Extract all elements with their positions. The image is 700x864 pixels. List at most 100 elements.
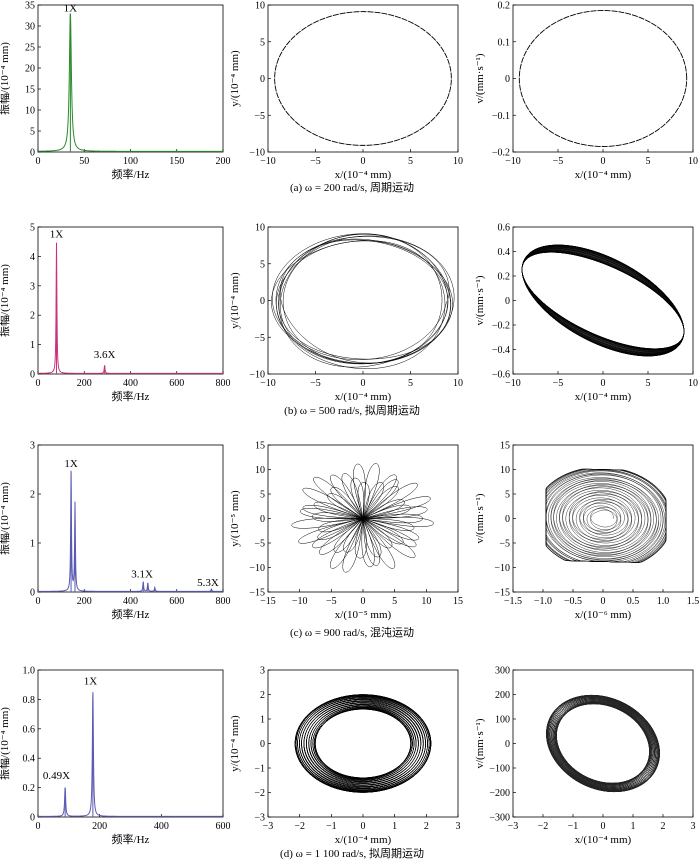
x-tick-label: −5 xyxy=(553,156,564,167)
x-tick-label: −5 xyxy=(310,378,321,389)
y-tick-label: 5 xyxy=(30,223,35,234)
y-tick-label: 300 xyxy=(495,666,510,677)
x-tick-label: −10 xyxy=(292,596,308,607)
y-tick-label: 0.1 xyxy=(498,37,511,48)
x-tick-label: 600 xyxy=(216,821,231,832)
y-axis-label: 振幅/(10⁻⁴ mm) xyxy=(0,482,11,555)
y-axis-label: 振幅/(10⁻⁴ mm) xyxy=(0,707,11,780)
x-tick-label: 1 xyxy=(631,821,636,832)
orbit-petal xyxy=(313,501,364,519)
x-tick-label: 10 xyxy=(688,378,698,389)
orbit-petal xyxy=(362,518,382,558)
x-tick-label: 0 xyxy=(361,596,366,607)
x-tick-label: 0 xyxy=(361,821,366,832)
y-tick-label: −2 xyxy=(254,788,265,799)
orbit-petal xyxy=(341,473,364,519)
x-tick-label: 5 xyxy=(646,378,651,389)
y-tick-label: 0.6 xyxy=(23,724,36,735)
y-axis-label: y/(10⁻⁴ mm) xyxy=(229,50,241,107)
plot-area xyxy=(294,694,432,793)
x-tick-label: 1.0 xyxy=(657,596,670,607)
orbit-petal xyxy=(329,518,364,569)
y-tick-label: −10 xyxy=(249,370,265,381)
orbit-petal xyxy=(302,487,364,519)
figure-caption: (b) ω = 500 rad/s, 拟周期运动 xyxy=(284,403,420,417)
y-tick-label: 1 xyxy=(30,539,35,550)
orbit-petal xyxy=(362,482,385,519)
x-tick-label: 200 xyxy=(92,821,107,832)
x-tick-label: 0 xyxy=(36,378,41,389)
phase-trajectory xyxy=(521,244,685,357)
y-tick-label: 5 xyxy=(505,490,510,501)
x-tick-label: 0 xyxy=(601,821,606,832)
orbit-petal xyxy=(343,518,364,553)
y-tick-label: 0 xyxy=(30,588,35,599)
y-tick-label: 100 xyxy=(495,715,510,726)
orbit-petal xyxy=(354,518,367,559)
y-axis-label: v/(mm·s⁻¹) xyxy=(474,275,486,325)
y-tick-label: −5 xyxy=(254,111,265,122)
x-tick-label: 0 xyxy=(361,156,366,167)
spectrum-line xyxy=(38,470,223,592)
subplot-a-orbit: −10 −5 0 5 10 −10 −5 0 5 10 x/(10⁻⁴ mm) y/(10⁻⁴ mm) xyxy=(229,1,463,182)
y-tick-label: 3 xyxy=(30,281,35,292)
peak-annotation: 1X xyxy=(64,458,78,470)
x-tick-label: 0 xyxy=(601,156,606,167)
orbit-petal xyxy=(300,508,364,520)
axes-frame xyxy=(37,4,224,153)
y-tick-label: −15 xyxy=(494,588,510,599)
plot-area xyxy=(271,233,455,369)
figure-caption: (a) ω = 200 rad/s, 周期运动 xyxy=(290,181,414,194)
x-tick-label: −5 xyxy=(553,378,564,389)
y-tick-label: 1.0 xyxy=(23,666,36,677)
spectrum-line xyxy=(38,242,223,374)
x-tick-label: −10 xyxy=(260,378,276,389)
y-tick-label: 0.2 xyxy=(498,272,511,283)
y-tick-label: 0 xyxy=(260,74,265,85)
orbit-petal xyxy=(362,518,420,541)
orbit-petal xyxy=(362,518,380,566)
x-tick-label: 1.5 xyxy=(687,596,700,607)
x-tick-label: 800 xyxy=(216,378,231,389)
orbit-petal xyxy=(327,493,364,519)
y-tick-label: −10 xyxy=(249,148,265,159)
plot-area xyxy=(291,463,434,573)
orbit-petal xyxy=(362,518,416,558)
y-tick-label: 25 xyxy=(25,43,35,54)
x-tick-label: −10 xyxy=(505,156,521,167)
y-tick-label: 5 xyxy=(30,127,35,138)
spectrum-line xyxy=(38,693,223,817)
y-tick-label: 0.8 xyxy=(23,695,36,706)
orbit-trajectory xyxy=(274,11,452,146)
y-tick-label: 0 xyxy=(30,148,35,159)
x-tick-label: −2 xyxy=(294,821,305,832)
x-axis-label: x/(10⁻⁴ mm) xyxy=(575,169,632,181)
plot-area xyxy=(546,694,660,793)
y-tick-label: 0 xyxy=(505,739,510,750)
y-tick-label: 0.4 xyxy=(23,754,36,765)
y-tick-label: 0.2 xyxy=(498,1,511,12)
y-axis-label: 振幅/(10⁻⁴ mm) xyxy=(0,42,11,115)
x-axis-label: x/(10⁻⁴ mm) xyxy=(335,391,392,403)
plot-area xyxy=(518,10,688,147)
x-tick-label: −1 xyxy=(326,821,337,832)
peak-annotation: 0.49X xyxy=(43,770,70,782)
x-tick-label: 5 xyxy=(408,378,413,389)
subplot-d-phase: −3 −2 −1 0 1 2 3 −300 −200 −100 0 100 200 300 x/(10⁻⁴ … xyxy=(474,666,696,847)
orbit-petal xyxy=(362,463,380,519)
x-tick-label: 10 xyxy=(453,378,463,389)
x-tick-label: 1 xyxy=(392,821,397,832)
y-tick-label: 0 xyxy=(260,296,265,307)
subplot-d-orbit: −3 −2 −1 0 1 2 3 −3 −2 −1 0 1 2 3 x/(10⁻⁴ mm) y/(10⁻⁴ m… xyxy=(229,666,461,847)
x-axis-label: 频率/Hz xyxy=(112,607,150,621)
x-tick-label: −5 xyxy=(310,156,321,167)
orbit-petal xyxy=(317,518,364,540)
orbit-petal xyxy=(362,486,399,519)
x-tick-label: 0 xyxy=(601,596,606,607)
y-axis-label: y/(10⁻⁵ mm) xyxy=(229,490,241,547)
spectrum-line xyxy=(38,13,223,152)
orbit-trajectory xyxy=(271,233,455,369)
y-axis-label: v/(mm·s⁻¹) xyxy=(474,53,486,103)
y-tick-label: −0.4 xyxy=(492,345,510,356)
orbit-petal xyxy=(313,476,364,519)
